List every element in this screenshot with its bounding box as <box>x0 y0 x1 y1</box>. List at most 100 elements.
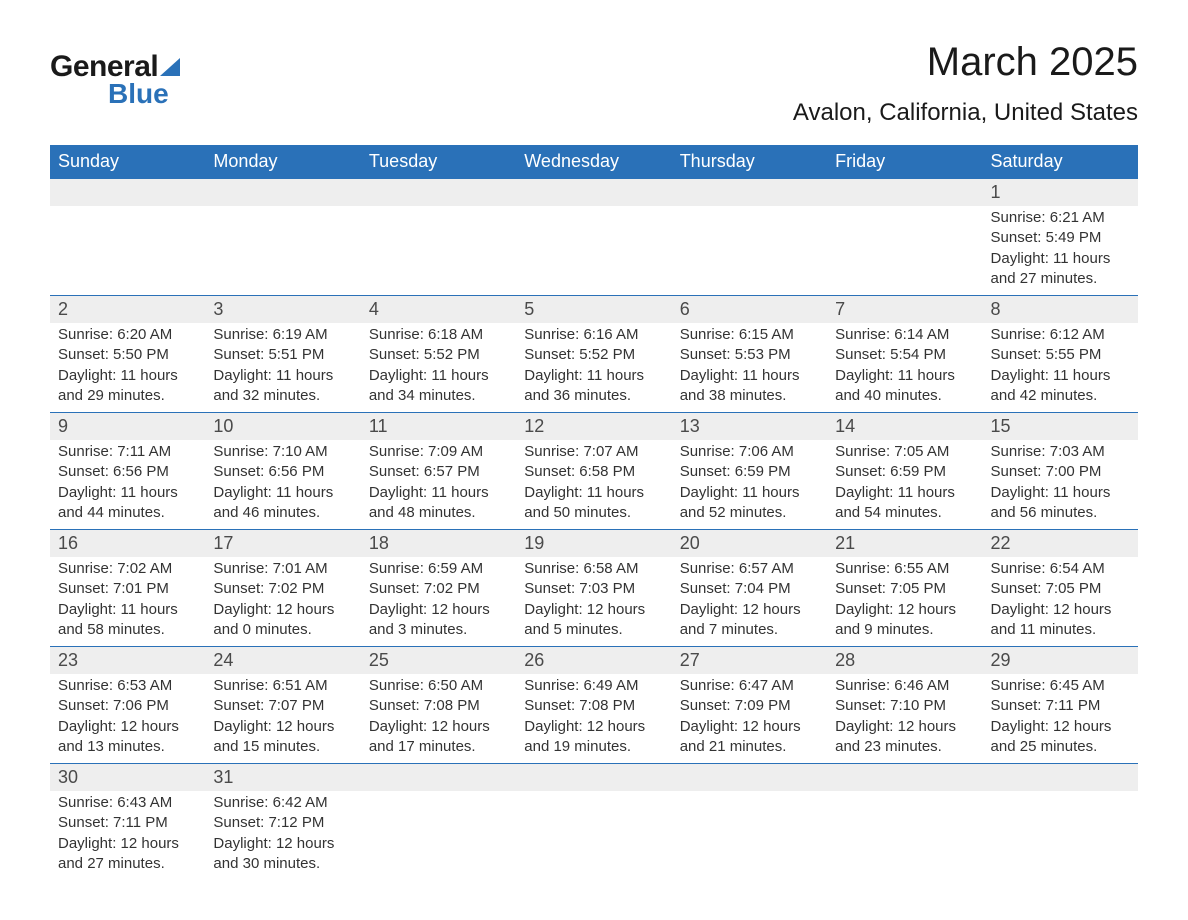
day-detail-line: Sunset: 7:11 PM <box>991 696 1130 716</box>
day-detail-cell: Sunrise: 6:18 AMSunset: 5:52 PMDaylight:… <box>361 323 516 413</box>
day-number-cell <box>516 179 671 207</box>
day-detail-line: Daylight: 12 hours <box>680 717 819 737</box>
day-detail-line: Daylight: 11 hours <box>991 483 1130 503</box>
day-detail-line: Sunrise: 6:46 AM <box>835 676 974 696</box>
day-detail-line: and 36 minutes. <box>524 386 663 406</box>
week-daynum-row: 23242526272829 <box>50 647 1138 675</box>
day-detail-line: Daylight: 11 hours <box>991 366 1130 386</box>
day-detail-line: Daylight: 11 hours <box>991 249 1130 269</box>
day-detail-line: Sunrise: 7:07 AM <box>524 442 663 462</box>
day-detail-line: Sunrise: 6:21 AM <box>991 208 1130 228</box>
day-detail-line: Daylight: 12 hours <box>58 834 197 854</box>
day-detail-line: Sunrise: 6:55 AM <box>835 559 974 579</box>
day-detail-line: and 58 minutes. <box>58 620 197 640</box>
day-number-cell <box>672 764 827 792</box>
day-number-cell <box>827 179 982 207</box>
day-detail-cell: Sunrise: 6:20 AMSunset: 5:50 PMDaylight:… <box>50 323 205 413</box>
day-detail-line: Daylight: 12 hours <box>991 600 1130 620</box>
day-detail-cell: Sunrise: 6:51 AMSunset: 7:07 PMDaylight:… <box>205 674 360 764</box>
day-detail-line: Sunset: 7:11 PM <box>58 813 197 833</box>
day-detail-line: Sunrise: 6:19 AM <box>213 325 352 345</box>
day-detail-line: Sunrise: 6:12 AM <box>991 325 1130 345</box>
day-detail-cell: Sunrise: 6:55 AMSunset: 7:05 PMDaylight:… <box>827 557 982 647</box>
day-detail-line: Sunset: 5:49 PM <box>991 228 1130 248</box>
day-detail-line: and 5 minutes. <box>524 620 663 640</box>
day-detail-line: Sunset: 7:02 PM <box>213 579 352 599</box>
day-detail-line: Sunrise: 6:58 AM <box>524 559 663 579</box>
day-detail-cell: Sunrise: 6:45 AMSunset: 7:11 PMDaylight:… <box>983 674 1138 764</box>
week-detail-row: Sunrise: 6:20 AMSunset: 5:50 PMDaylight:… <box>50 323 1138 413</box>
day-detail-line: Sunset: 6:56 PM <box>58 462 197 482</box>
day-detail-line: Sunset: 7:00 PM <box>991 462 1130 482</box>
day-detail-line: Daylight: 12 hours <box>835 717 974 737</box>
day-detail-line: Sunset: 7:02 PM <box>369 579 508 599</box>
day-detail-line: Sunset: 7:07 PM <box>213 696 352 716</box>
day-detail-line: Sunrise: 6:14 AM <box>835 325 974 345</box>
location-text: Avalon, California, United States <box>793 99 1138 127</box>
day-detail-line: and 46 minutes. <box>213 503 352 523</box>
day-detail-line: and 3 minutes. <box>369 620 508 640</box>
day-detail-line: Daylight: 12 hours <box>213 717 352 737</box>
day-number-cell <box>50 179 205 207</box>
day-number-cell: 13 <box>672 413 827 441</box>
day-detail-line: Daylight: 12 hours <box>680 600 819 620</box>
day-detail-line: and 42 minutes. <box>991 386 1130 406</box>
day-detail-line: Sunset: 7:12 PM <box>213 813 352 833</box>
day-number-cell: 15 <box>983 413 1138 441</box>
day-detail-line: Daylight: 11 hours <box>369 366 508 386</box>
day-detail-line: Sunrise: 7:02 AM <box>58 559 197 579</box>
day-detail-cell: Sunrise: 6:14 AMSunset: 5:54 PMDaylight:… <box>827 323 982 413</box>
day-detail-line: Sunrise: 6:43 AM <box>58 793 197 813</box>
day-detail-cell <box>50 206 205 296</box>
day-number-cell: 2 <box>50 296 205 324</box>
day-detail-cell: Sunrise: 6:57 AMSunset: 7:04 PMDaylight:… <box>672 557 827 647</box>
day-number-cell: 16 <box>50 530 205 558</box>
day-detail-line: and 56 minutes. <box>991 503 1130 523</box>
week-daynum-row: 2345678 <box>50 296 1138 324</box>
month-title: March 2025 <box>793 40 1138 85</box>
day-number-cell: 4 <box>361 296 516 324</box>
day-detail-line: Sunrise: 7:09 AM <box>369 442 508 462</box>
day-detail-line: Sunset: 7:05 PM <box>991 579 1130 599</box>
day-detail-line: Sunset: 5:53 PM <box>680 345 819 365</box>
day-detail-line: Sunrise: 6:54 AM <box>991 559 1130 579</box>
day-detail-cell: Sunrise: 6:54 AMSunset: 7:05 PMDaylight:… <box>983 557 1138 647</box>
day-detail-cell: Sunrise: 6:43 AMSunset: 7:11 PMDaylight:… <box>50 791 205 880</box>
day-detail-line: Sunrise: 7:03 AM <box>991 442 1130 462</box>
day-number-cell: 5 <box>516 296 671 324</box>
day-detail-cell <box>827 206 982 296</box>
day-detail-line: and 9 minutes. <box>835 620 974 640</box>
day-detail-cell: Sunrise: 6:53 AMSunset: 7:06 PMDaylight:… <box>50 674 205 764</box>
day-number-cell: 27 <box>672 647 827 675</box>
day-detail-line: Sunrise: 6:42 AM <box>213 793 352 813</box>
day-detail-line: and 11 minutes. <box>991 620 1130 640</box>
day-detail-line: Sunset: 7:05 PM <box>835 579 974 599</box>
day-detail-line: and 7 minutes. <box>680 620 819 640</box>
day-number-cell: 11 <box>361 413 516 441</box>
day-detail-line: Sunrise: 6:59 AM <box>369 559 508 579</box>
day-detail-line: and 13 minutes. <box>58 737 197 757</box>
day-detail-line: Daylight: 12 hours <box>369 717 508 737</box>
day-detail-line: Sunset: 6:57 PM <box>369 462 508 482</box>
day-detail-line: Sunset: 6:58 PM <box>524 462 663 482</box>
day-number-cell: 26 <box>516 647 671 675</box>
week-daynum-row: 9101112131415 <box>50 413 1138 441</box>
day-detail-cell: Sunrise: 7:01 AMSunset: 7:02 PMDaylight:… <box>205 557 360 647</box>
day-number-cell <box>672 179 827 207</box>
day-detail-line: Daylight: 11 hours <box>835 483 974 503</box>
day-detail-line: Sunset: 7:03 PM <box>524 579 663 599</box>
day-number-cell: 30 <box>50 764 205 792</box>
day-detail-line: Sunrise: 6:45 AM <box>991 676 1130 696</box>
day-detail-cell: Sunrise: 6:46 AMSunset: 7:10 PMDaylight:… <box>827 674 982 764</box>
day-detail-line: Daylight: 11 hours <box>58 600 197 620</box>
day-detail-line: Sunrise: 6:51 AM <box>213 676 352 696</box>
logo-triangle-icon <box>160 58 180 76</box>
day-number-cell: 14 <box>827 413 982 441</box>
day-number-cell: 31 <box>205 764 360 792</box>
day-detail-cell: Sunrise: 6:42 AMSunset: 7:12 PMDaylight:… <box>205 791 360 880</box>
day-detail-cell <box>361 206 516 296</box>
day-detail-line: Sunset: 7:09 PM <box>680 696 819 716</box>
day-detail-cell: Sunrise: 7:07 AMSunset: 6:58 PMDaylight:… <box>516 440 671 530</box>
dow-cell: Friday <box>827 145 982 179</box>
day-detail-line: Sunrise: 7:11 AM <box>58 442 197 462</box>
